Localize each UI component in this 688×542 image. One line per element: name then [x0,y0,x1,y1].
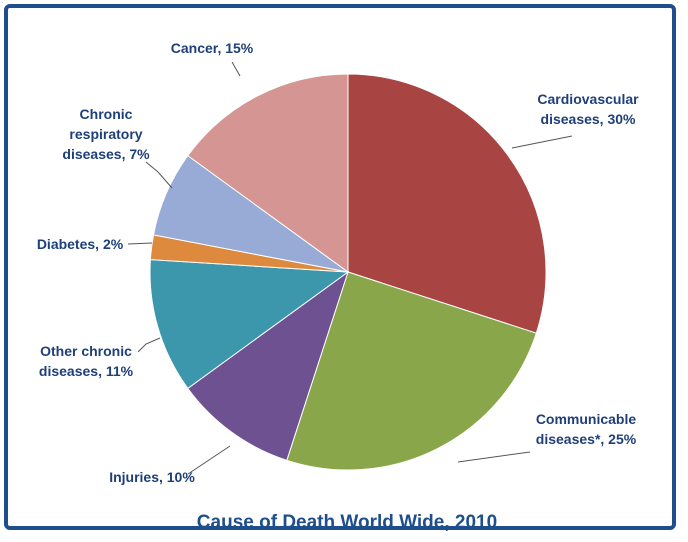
leader-line-6 [231,61,241,77]
slice-label-2: Injuries, 10% [109,469,195,485]
leader-line-4 [127,242,153,245]
pie-slice-2 [187,270,349,461]
pie-slice-0 [347,73,547,334]
leader-line-0 [511,135,573,149]
chart-title: Cause of Death World Wide, 2010 [197,512,497,533]
slice-label-1: Communicable diseases*, 25% [536,411,637,447]
slice-label-3: Other chronic diseases, 11% [39,343,134,379]
leader-line-1 [457,451,531,463]
leader-line-5 [145,161,173,189]
leader-line-2 [187,445,231,475]
slice-label-6: Cancer, 15% [171,40,254,56]
pie-slice-6 [187,73,349,273]
leader-line-3 [137,337,161,353]
slice-label-5: Chronic respiratory diseases, 7% [62,106,150,162]
slice-label-4: Diabetes, 2% [37,236,124,252]
pie-slice-3 [149,259,350,390]
pie-slice-1 [286,271,537,471]
slice-label-0: Cardiovascular diseases, 30% [537,91,639,127]
